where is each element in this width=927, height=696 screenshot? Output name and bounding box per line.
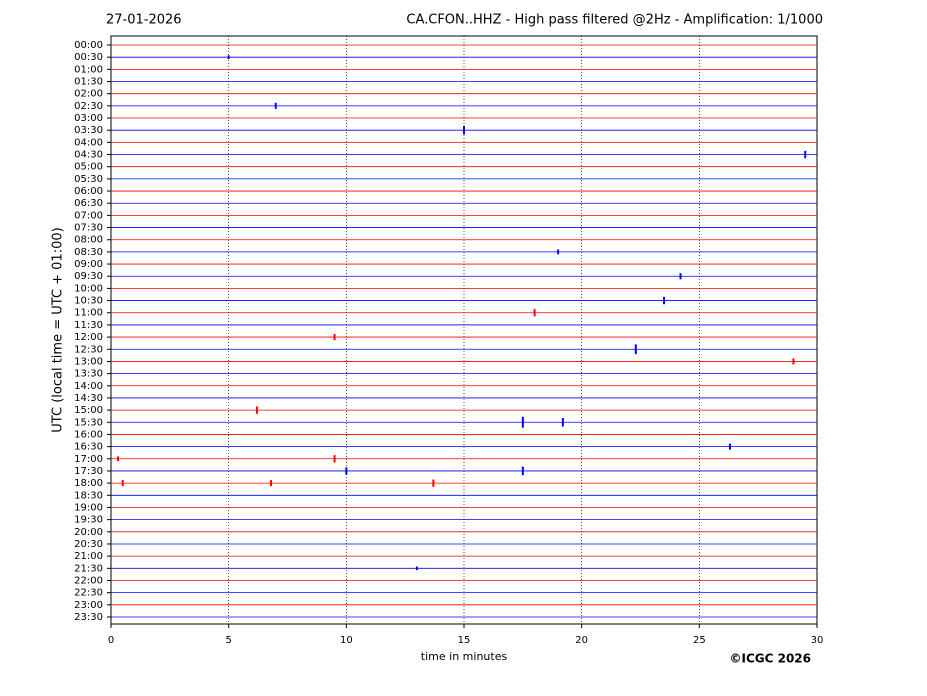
x-axis-label: time in minutes [421, 650, 508, 663]
x-tick-label: 20 [575, 635, 588, 646]
x-tick-label: 5 [225, 635, 231, 646]
y-tick-label: 09:30 [74, 271, 103, 282]
y-tick-label: 21:30 [74, 563, 103, 574]
y-tick-label: 17:00 [74, 454, 103, 465]
y-tick-label: 18:00 [74, 478, 103, 489]
y-tick-label: 11:00 [74, 308, 103, 319]
y-tick-label: 22:30 [74, 588, 103, 599]
y-tick-label: 12:30 [74, 344, 103, 355]
x-tick-label: 15 [458, 635, 471, 646]
x-tick-label: 25 [693, 635, 706, 646]
y-tick-label: 00:30 [74, 52, 103, 63]
y-tick-label: 12:00 [74, 332, 103, 343]
y-tick-label: 11:30 [74, 320, 103, 331]
y-tick-label: 15:30 [74, 417, 103, 428]
y-tick-label: 05:30 [74, 174, 103, 185]
y-tick-label: 21:00 [74, 551, 103, 562]
y-tick-label: 10:30 [74, 296, 103, 307]
y-tick-label: 02:00 [74, 89, 103, 100]
y-tick-label: 17:30 [74, 466, 103, 477]
chart-title: CA.CFON..HHZ - High pass filtered @2Hz -… [406, 13, 823, 28]
y-tick-label: 14:00 [74, 381, 103, 392]
y-tick-label: 16:30 [74, 442, 103, 453]
y-tick-label: 23:00 [74, 600, 103, 611]
y-tick-label: 07:00 [74, 210, 103, 221]
y-tick-label: 05:00 [74, 162, 103, 173]
y-axis-label: UTC (local time = UTC + 01:00) [51, 227, 66, 432]
x-tick-label: 0 [108, 635, 114, 646]
y-tick-label: 04:30 [74, 150, 103, 161]
y-tick-label: 03:30 [74, 125, 103, 136]
y-tick-label: 19:30 [74, 515, 103, 526]
y-tick-label: 08:30 [74, 247, 103, 258]
y-tick-label: 13:30 [74, 369, 103, 380]
y-tick-label: 03:00 [74, 113, 103, 124]
y-tick-label: 13:00 [74, 356, 103, 367]
x-tick-label: 30 [811, 635, 824, 646]
y-tick-label: 20:00 [74, 527, 103, 538]
y-tick-label: 01:00 [74, 64, 103, 75]
y-tick-label: 04:00 [74, 137, 103, 148]
y-tick-label: 22:00 [74, 575, 103, 586]
y-tick-label: 15:00 [74, 405, 103, 416]
y-tick-label: 06:00 [74, 186, 103, 197]
x-tick-label: 10 [340, 635, 353, 646]
y-tick-label: 06:30 [74, 198, 103, 209]
copyright: ©ICGC 2026 [729, 652, 811, 666]
y-tick-label: 20:30 [74, 539, 103, 550]
y-tick-label: 08:00 [74, 235, 103, 246]
y-tick-label: 00:00 [74, 40, 103, 51]
y-tick-label: 07:30 [74, 223, 103, 234]
y-tick-label: 16:00 [74, 429, 103, 440]
y-tick-label: 18:30 [74, 490, 103, 501]
date-title: 27-01-2026 [106, 13, 182, 28]
y-tick-label: 19:00 [74, 502, 103, 513]
y-tick-label: 14:30 [74, 393, 103, 404]
y-tick-label: 23:30 [74, 612, 103, 623]
y-tick-label: 10:00 [74, 283, 103, 294]
y-tick-label: 09:00 [74, 259, 103, 270]
y-tick-label: 01:30 [74, 77, 103, 88]
y-tick-label: 02:30 [74, 101, 103, 112]
